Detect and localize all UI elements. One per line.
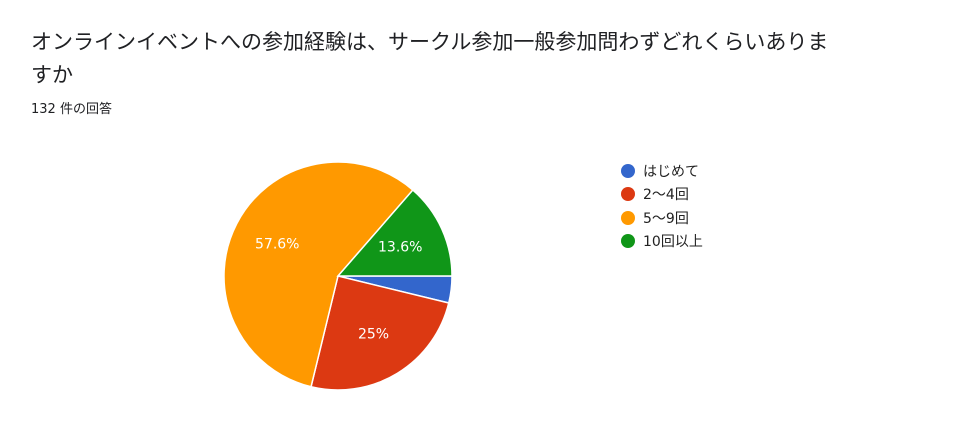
legend-label-10-plus-times: 10回以上 [643,234,703,251]
pie-slice-5-9-times[interactable] [223,161,414,388]
pie-label-5-9-times: 57.6% [255,237,299,253]
legend-label-5-9-times: 5〜9回 [643,210,689,227]
legend-item-first-time[interactable]: はじめて [621,159,703,183]
pie-label-10-plus-times: 13.6% [378,240,422,256]
pie-slices [223,161,453,391]
chart-legend: はじめて 2〜4回 5〜9回 10回以上 [621,159,703,253]
pie-slice-2-4-times[interactable] [310,275,450,391]
legend-label-2-4-times: 2〜4回 [643,187,689,204]
pie-label-2-4-times: 25% [358,326,389,342]
legend-dot-first-time [621,163,635,178]
legend-dot-10-plus-times [621,234,635,249]
question-title: オンラインイベントへの参加経験は、サークル参加一般参加問わずどれくらいありますか [31,30,829,87]
response-count: 132 件の回答 [31,102,112,117]
legend-label-first-time: はじめて [643,163,699,180]
legend-item-5-9-times[interactable]: 5〜9回 [621,206,703,230]
legend-dot-2-4-times [621,187,635,202]
pie-slice-labels: 25% 57.6% 13.6% [255,237,422,343]
legend-dot-5-9-times [621,210,635,225]
legend-item-2-4-times[interactable]: 2〜4回 [621,183,703,207]
pie-slice-10-plus-times[interactable] [336,188,453,277]
legend-item-10-plus-times[interactable]: 10回以上 [621,230,703,254]
